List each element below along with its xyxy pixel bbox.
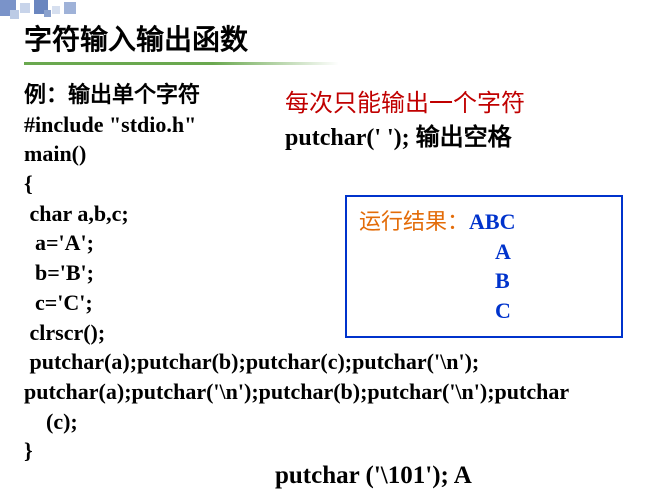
result-out-2: B	[359, 266, 609, 296]
result-box: 运行结果：ABC A B C	[345, 195, 623, 338]
bottom-code-line: putchar ('\101'); A	[275, 462, 472, 490]
deco-square	[10, 10, 19, 19]
result-out-3: C	[359, 296, 609, 326]
deco-square	[52, 6, 60, 14]
slide-title: 字符输入输出函数	[24, 18, 338, 65]
deco-square	[20, 3, 30, 13]
note-line2-cn: 输出空格	[410, 125, 512, 151]
note-line1: 每次只能输出一个字符	[285, 88, 525, 122]
corner-decoration	[0, 0, 100, 20]
note-block: 每次只能输出一个字符 putchar(' '); 输出空格	[285, 88, 525, 155]
result-out-0: ABC	[469, 209, 515, 234]
result-label: 运行结果：	[359, 209, 469, 234]
result-row1: 运行结果：ABC	[359, 207, 609, 237]
note-line2: putchar(' '); 输出空格	[285, 122, 525, 156]
result-out-1: A	[359, 237, 609, 267]
deco-square	[64, 2, 76, 14]
deco-square	[44, 10, 51, 17]
note-line2-code: putchar(' ');	[285, 125, 410, 151]
